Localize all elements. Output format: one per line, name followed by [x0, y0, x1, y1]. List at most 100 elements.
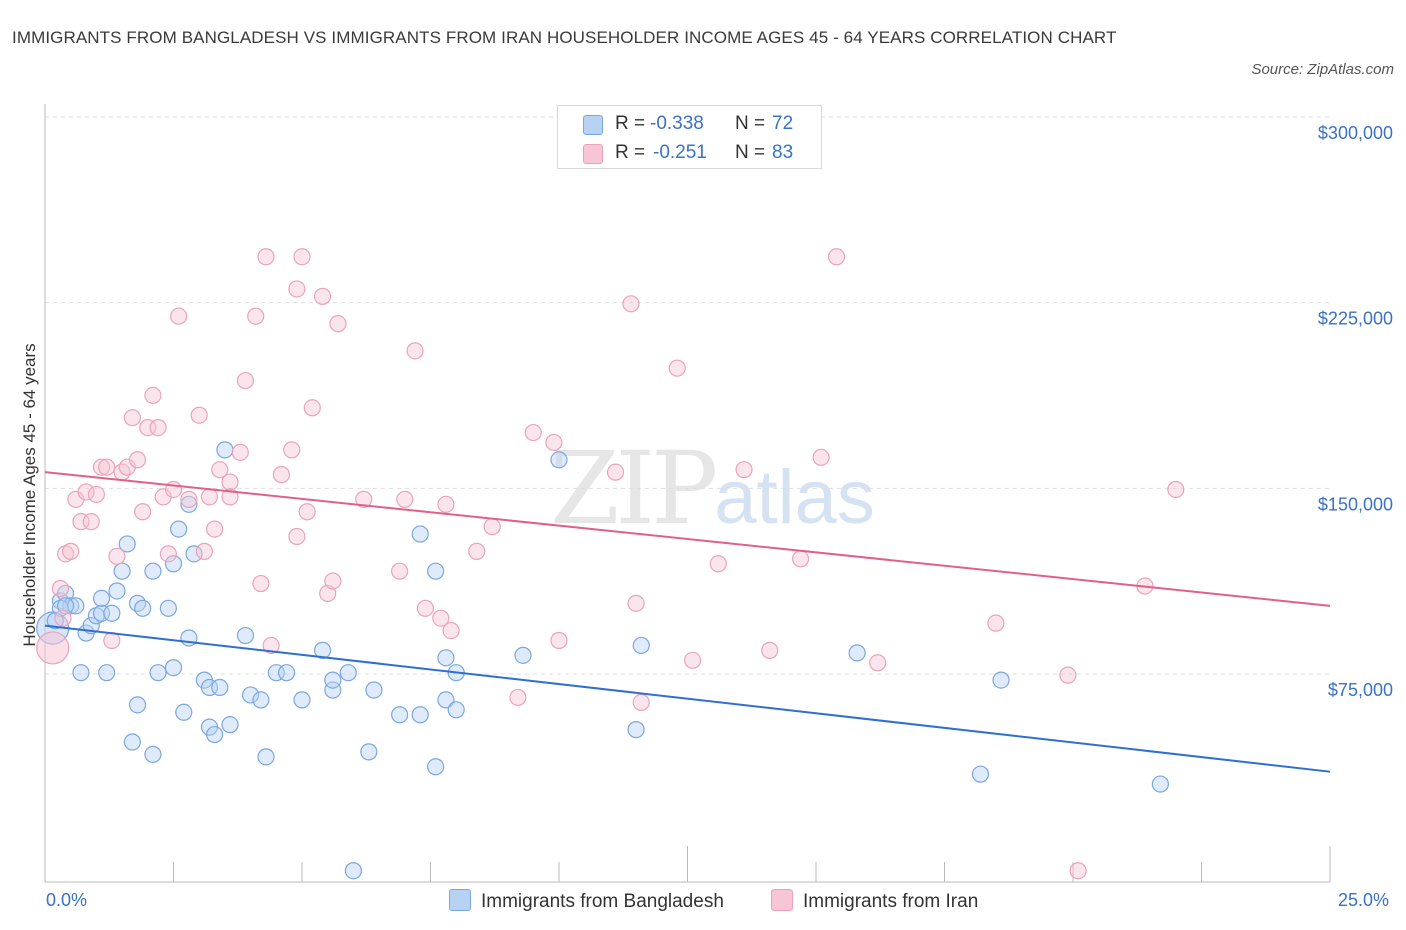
- n-value: 72: [772, 113, 794, 134]
- bangladesh-point: [242, 686, 260, 704]
- bangladesh-point: [514, 646, 532, 664]
- bangladesh-point: [411, 525, 429, 543]
- iran-point: [545, 433, 563, 452]
- legend-swatch-bangladesh: [449, 889, 471, 911]
- legend-swatch-iran: [771, 889, 793, 911]
- stats-legend: R = -0.338 N = 72 R = -0.251 N = 83: [557, 105, 822, 169]
- bangladesh-point: [627, 721, 645, 739]
- iran-point: [123, 409, 141, 427]
- bangladesh-point: [344, 862, 362, 880]
- iran-point: [247, 307, 265, 325]
- iran-point: [869, 654, 887, 672]
- bangladesh-point: [92, 589, 111, 608]
- bangladesh-point: [411, 706, 429, 724]
- iran-point: [391, 562, 409, 580]
- y-tick-label: $225,000: [1318, 309, 1393, 329]
- bangladesh-point: [360, 743, 378, 761]
- bangladesh-point: [437, 649, 455, 667]
- iran-point: [313, 287, 332, 305]
- iran-point: [159, 545, 177, 563]
- iran-point: [627, 594, 645, 612]
- bangladesh-point: [62, 597, 80, 615]
- bangladesh-point: [108, 582, 126, 600]
- iran-point: [396, 490, 414, 508]
- grid: [45, 116, 1330, 675]
- bangladesh-point: [164, 555, 183, 573]
- trend-line-bangladesh: [44, 624, 1331, 773]
- bangladesh-point: [144, 562, 162, 580]
- iran-point: [164, 480, 183, 499]
- iran-point: [303, 399, 321, 417]
- iran-point: [987, 614, 1005, 632]
- iran-point: [170, 307, 188, 325]
- bangladesh-point: [1151, 775, 1169, 793]
- axes: [44, 104, 1331, 883]
- bangladesh-point: [427, 758, 445, 776]
- iran-point: [288, 527, 306, 546]
- bangladesh-point: [971, 765, 990, 783]
- iran-point: [54, 609, 72, 627]
- iran-point: [206, 520, 224, 538]
- iran-point: [416, 599, 434, 617]
- bangladesh-point: [437, 691, 455, 709]
- legend-label-bangladesh: Immigrants from Bangladesh: [481, 891, 724, 912]
- bangladesh-point: [221, 716, 239, 734]
- bangladesh-point: [123, 733, 141, 751]
- iran-point: [144, 386, 162, 405]
- iran-point: [1059, 666, 1077, 684]
- iran-point: [668, 359, 686, 377]
- iran-point: [62, 542, 80, 560]
- bangladesh-point: [427, 562, 445, 580]
- iran-point: [406, 342, 424, 360]
- iran-point: [761, 641, 779, 659]
- bangladesh-point: [159, 599, 177, 617]
- legend-swatch-iran: [583, 144, 603, 164]
- trend-lines: [44, 471, 1331, 773]
- bangladesh-point: [185, 545, 203, 563]
- bangladesh-point: [339, 664, 357, 682]
- bangladesh-point: [632, 636, 650, 655]
- bangladesh-point: [992, 671, 1010, 689]
- iran-point: [442, 621, 460, 640]
- bangladesh-point: [118, 535, 136, 553]
- r-value: -0.251: [653, 142, 707, 163]
- iran-point: [324, 572, 342, 590]
- n-value: 83: [772, 142, 794, 163]
- bangladesh-point: [98, 664, 116, 682]
- bangladesh-point: [365, 681, 383, 699]
- iran-point: [51, 579, 70, 598]
- iran-point: [550, 631, 568, 650]
- iran-point: [103, 631, 121, 650]
- bangladesh-point: [391, 706, 409, 724]
- iran-point: [684, 651, 702, 669]
- iran-point: [134, 503, 152, 521]
- iran-point: [221, 488, 239, 506]
- iran-point: [236, 371, 255, 390]
- iran-point: [791, 550, 810, 568]
- iran-point: [98, 458, 116, 476]
- iran-point: [288, 280, 306, 298]
- iran-point: [606, 463, 625, 481]
- iran-point: [82, 513, 100, 531]
- n-label: N =: [735, 142, 766, 163]
- bangladesh-point: [252, 691, 270, 709]
- iran-point: [149, 418, 167, 437]
- y-tick-label: $300,000: [1318, 123, 1393, 143]
- iran-point: [221, 473, 239, 491]
- series-iran-points: [36, 248, 1185, 880]
- iran-point: [257, 248, 275, 266]
- legend-item-iran[interactable]: Immigrants from Iran: [771, 889, 978, 913]
- iran-point: [262, 636, 280, 655]
- stats-legend-row-bangladesh: R = -0.338 N = 72: [558, 110, 821, 138]
- iran-point: [190, 406, 208, 424]
- legend-item-bangladesh[interactable]: Immigrants from Bangladesh: [449, 889, 724, 913]
- y-tick-label: $75,000: [1328, 680, 1393, 700]
- legend-swatch-bangladesh: [583, 115, 603, 135]
- bangladesh-point: [128, 696, 147, 714]
- bangladesh-point: [848, 644, 866, 662]
- iran-point: [298, 503, 316, 521]
- iran-point: [108, 547, 126, 565]
- bangladesh-point: [72, 664, 90, 682]
- iran-point: [231, 443, 249, 461]
- iran-point: [622, 295, 640, 313]
